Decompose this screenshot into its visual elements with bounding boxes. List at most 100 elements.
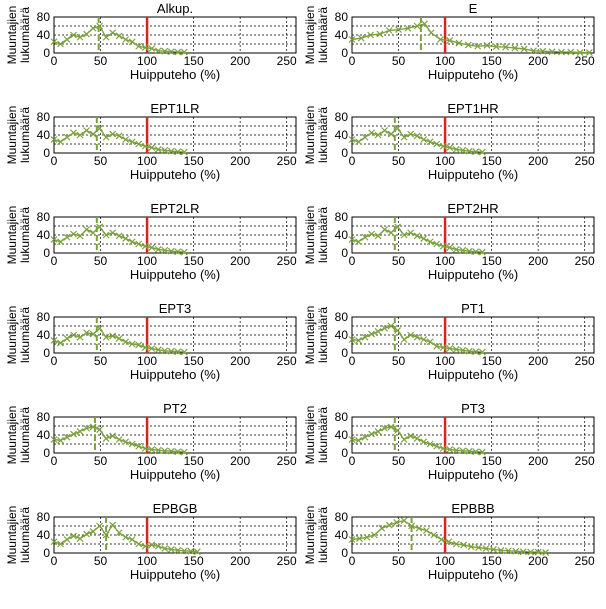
y-axis-label-line: Muuntajien — [5, 406, 19, 465]
data-point — [404, 24, 412, 32]
data-point-stroke — [413, 132, 421, 140]
data-point-stroke — [446, 445, 454, 453]
data-point-stroke — [148, 144, 156, 152]
y-axis-label-line: lukumäärä — [316, 307, 330, 363]
data-point-stroke — [148, 541, 156, 549]
data-point-stroke — [404, 24, 412, 32]
data-point — [459, 346, 467, 354]
y-axis-label-line: lukumäärä — [18, 207, 32, 263]
x-tick-label: 0 — [349, 554, 356, 568]
data-point — [109, 521, 117, 529]
data-point — [109, 332, 117, 340]
data-point-stroke — [534, 548, 542, 556]
y-tick-label: 40 — [37, 28, 51, 42]
data-point — [381, 226, 389, 234]
y-axis-label-line: Muuntajien — [5, 306, 19, 365]
data-point — [420, 438, 428, 446]
data-point — [96, 426, 104, 434]
data-point-stroke — [161, 146, 169, 154]
y-axis-label-line: Muuntajien — [5, 6, 19, 65]
data-point — [472, 348, 480, 356]
data-point-stroke — [374, 131, 382, 139]
data-point — [460, 541, 468, 549]
data-point-stroke — [394, 124, 402, 132]
data-point-stroke — [348, 536, 356, 543]
data-point — [407, 331, 415, 339]
y-tick-label: 40 — [37, 228, 51, 242]
x-tick-label: 50 — [392, 254, 406, 268]
data-point-stroke — [407, 331, 415, 339]
data-point-stroke — [474, 42, 482, 50]
y-axis-label: Muuntajienlukumäärä — [303, 306, 330, 365]
data-point — [141, 445, 149, 452]
data-point-stroke — [115, 436, 123, 443]
data-point-stroke — [122, 235, 130, 243]
data-point — [459, 447, 467, 455]
x-tick-label: 0 — [349, 354, 356, 368]
data-point-stroke — [89, 229, 97, 237]
x-tick-label: 0 — [349, 454, 356, 468]
x-tick-label: 150 — [184, 554, 204, 568]
y-tick-label: 80 — [37, 310, 51, 324]
data-point — [167, 147, 175, 155]
chart-title: EPT2HR — [447, 201, 498, 216]
data-point — [400, 231, 408, 239]
data-point — [180, 248, 188, 256]
x-tick-label: 200 — [528, 254, 548, 268]
data-point-stroke — [439, 242, 447, 250]
data-point-stroke — [102, 231, 110, 239]
data-point-stroke — [102, 531, 110, 539]
y-axis-label: Muuntajienlukumäärä — [5, 306, 32, 365]
data-point-stroke — [542, 549, 550, 556]
data-point — [96, 324, 104, 332]
x-tick-label: 50 — [94, 154, 108, 168]
y-tick-label: 0 — [43, 346, 50, 360]
data-point-stroke — [70, 129, 77, 137]
data-point — [141, 344, 149, 352]
data-point-stroke — [167, 347, 175, 355]
x-tick-label: 150 — [482, 454, 502, 468]
data-point-stroke — [576, 49, 584, 56]
data-point-stroke — [423, 527, 430, 534]
data-point-stroke — [180, 348, 188, 356]
data-point-stroke — [128, 238, 136, 246]
x-tick-label: 200 — [230, 354, 250, 368]
x-tick-label: 200 — [528, 454, 548, 468]
data-point-stroke — [57, 540, 64, 548]
data-point-stroke — [50, 336, 58, 344]
data-point — [161, 146, 169, 154]
data-point — [378, 524, 386, 532]
data-point — [407, 130, 415, 138]
data-point-stroke — [504, 547, 512, 555]
data-point — [433, 342, 441, 350]
data-point-stroke — [446, 345, 454, 352]
data-point-stroke — [57, 339, 64, 347]
x-tick-label: 150 — [184, 254, 204, 268]
data-point-stroke — [374, 327, 382, 335]
data-point — [187, 547, 195, 555]
data-point — [472, 248, 480, 256]
y-tick-label: 80 — [37, 210, 51, 224]
data-point-stroke — [490, 545, 497, 553]
data-point-stroke — [115, 132, 123, 140]
x-tick-label: 250 — [277, 54, 297, 68]
data-point — [50, 236, 58, 243]
data-point-stroke — [50, 136, 58, 143]
y-tick-label: 80 — [335, 310, 349, 324]
data-point — [426, 440, 434, 448]
data-point-stroke — [193, 548, 201, 556]
data-point — [135, 442, 143, 450]
data-point-stroke — [421, 20, 429, 28]
data-point — [439, 344, 447, 352]
data-point — [128, 340, 136, 348]
y-tick-label: 0 — [341, 546, 348, 560]
data-point-stroke — [472, 148, 480, 156]
data-point — [83, 424, 91, 432]
data-point — [478, 448, 486, 456]
x-tick-label: 150 — [482, 554, 502, 568]
data-point — [115, 232, 123, 240]
data-point-stroke — [363, 533, 371, 541]
